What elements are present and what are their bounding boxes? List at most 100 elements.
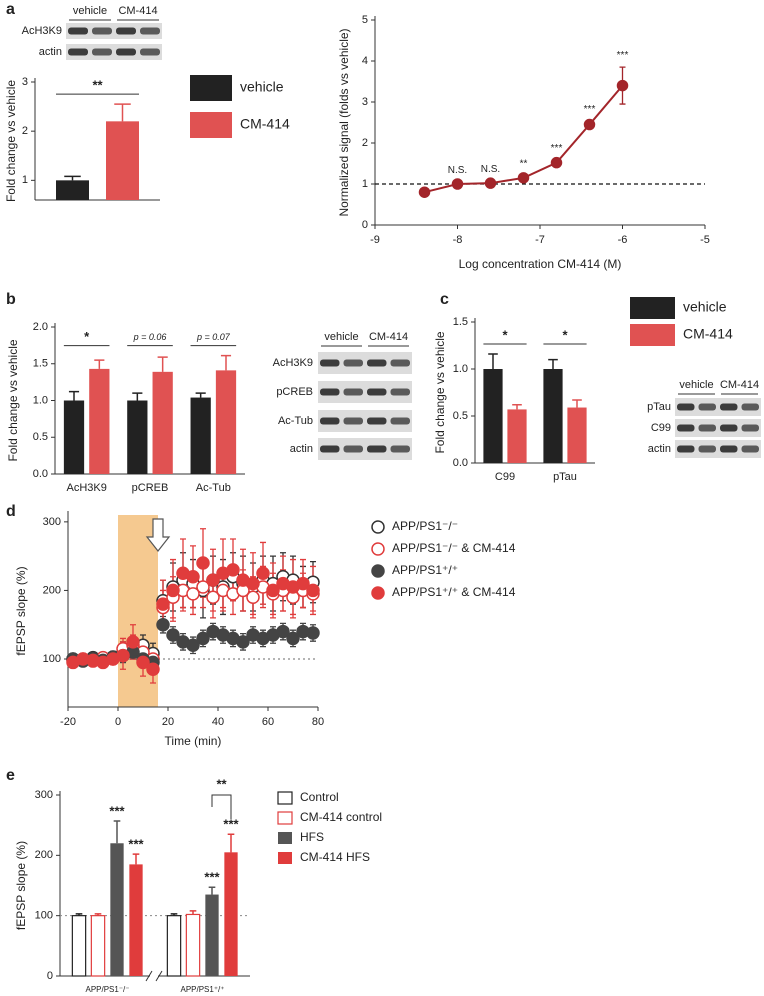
blot-row-label: C99 (651, 422, 671, 434)
y-tick-label: 100 (43, 653, 61, 665)
legend-marker (371, 520, 385, 534)
error-bar (488, 353, 498, 369)
y-tick-label: 0.0 (453, 457, 468, 469)
x-tick-label: 20 (162, 716, 174, 728)
legend-marker (371, 564, 385, 578)
bar (152, 371, 173, 474)
bar (90, 915, 106, 977)
legend-swatch (278, 832, 292, 844)
bar (166, 915, 182, 977)
blot-band (92, 48, 112, 56)
blot-band (741, 424, 759, 432)
y-axis-label: Normalized signal (folds vs vehicle) (337, 28, 351, 216)
blot-band (720, 403, 738, 411)
legend-label: CM-414 (240, 116, 290, 132)
blot-band (320, 417, 340, 425)
blot-band (367, 388, 387, 396)
bar (89, 368, 110, 474)
marker (186, 569, 200, 584)
blot-row-label: pCREB (276, 386, 313, 398)
point-label: ** (520, 158, 528, 169)
blot-column-label: CM-414 (720, 379, 759, 391)
significance-label: p = 0.07 (196, 332, 231, 342)
blot-band (116, 48, 136, 56)
blot-strip (675, 440, 761, 458)
error-bar (572, 399, 582, 408)
x-tick-label: AcH3K9 (66, 482, 106, 494)
bar (106, 121, 139, 200)
x-tick-label: APP/PS1⁺/⁺ (180, 985, 224, 994)
point-label: N.S. (481, 164, 500, 175)
marker (484, 177, 497, 189)
blot-row-label: pTau (647, 401, 671, 413)
marker (236, 635, 250, 649)
x-axis-label: Log concentration CM-414 (M) (459, 257, 622, 271)
marker (583, 118, 596, 131)
marker (156, 617, 170, 632)
y-axis-label: Fold change vs vehicle (4, 80, 18, 202)
legend-swatch (278, 852, 292, 864)
y-tick-label: 1.0 (453, 363, 468, 375)
x-axis-label: Time (min) (165, 734, 222, 748)
x-tick-label: -5 (700, 234, 710, 246)
error-bar (75, 913, 83, 916)
blot-band (677, 403, 695, 411)
error-bar (132, 853, 140, 865)
y-tick-label: 300 (43, 516, 61, 528)
marker (196, 631, 210, 646)
y-tick-label: 1 (362, 178, 368, 190)
significance-label: ** (92, 78, 103, 93)
blot-band (116, 27, 136, 35)
x-tick-label: 60 (262, 716, 274, 728)
blot-band (677, 445, 695, 453)
marker (206, 573, 220, 587)
significance-label: * (84, 329, 90, 344)
blot-column-label: vehicle (324, 331, 358, 343)
blot-band (741, 403, 759, 411)
legend-label: APP/PS1⁻/⁻ (392, 519, 458, 533)
legend-swatch (190, 75, 232, 101)
bar (215, 370, 237, 474)
x-tick-label: 40 (212, 716, 224, 728)
blot-band (320, 359, 340, 367)
y-tick-label: 1 (22, 174, 28, 186)
blot-column-label: vehicle (73, 5, 107, 17)
significance-label: *** (223, 817, 239, 832)
error-bar (132, 392, 143, 401)
error-bar (189, 910, 197, 915)
blot-strip (318, 438, 412, 460)
error-bar (548, 358, 558, 369)
legend-label: CM-414 (683, 326, 733, 342)
bar (56, 180, 89, 200)
blot-strip (318, 410, 412, 432)
blot-strip (66, 44, 162, 60)
x-tick-label: pCREB (132, 482, 169, 494)
marker (256, 566, 270, 581)
point-label: *** (617, 50, 629, 61)
y-tick-label: 0 (362, 219, 368, 231)
error-bar (94, 359, 105, 369)
marker (166, 628, 180, 642)
legend-marker (371, 542, 385, 556)
y-axis-label: Fold change vs vehicle (6, 339, 20, 461)
significance-label: *** (128, 837, 144, 852)
blot-band (320, 445, 340, 453)
error-bar (208, 886, 216, 895)
legend-swatch (277, 791, 293, 805)
marker (206, 590, 220, 605)
bar (205, 894, 219, 976)
x-tick-label: -9 (370, 234, 380, 246)
significance-label: p = 0.06 (133, 332, 167, 342)
blot-band (720, 445, 738, 453)
error-bar (64, 175, 81, 181)
legend-label: APP/PS1⁻/⁻ & CM-414 (392, 541, 516, 555)
bar (567, 407, 587, 463)
marker (306, 626, 320, 640)
error-bar (227, 833, 235, 853)
error-bar (113, 820, 121, 844)
blot-column-label: CM-414 (369, 331, 408, 343)
y-tick-label: 0.0 (33, 468, 48, 480)
blot-band (140, 48, 160, 56)
legend-label: Control (300, 790, 339, 804)
blot-row-label: AcH3K9 (22, 25, 62, 37)
